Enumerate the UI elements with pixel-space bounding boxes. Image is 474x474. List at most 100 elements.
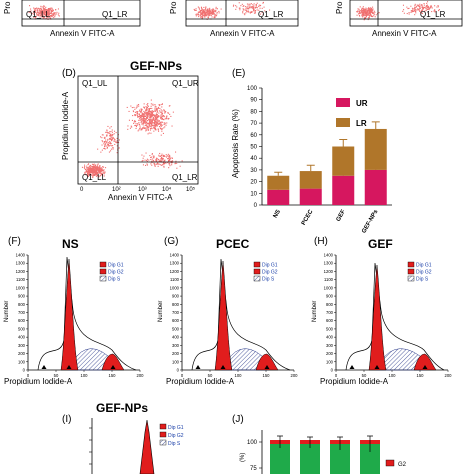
flow-event-dot — [426, 4, 428, 6]
flow-event-dot — [417, 9, 419, 11]
flow-event-dot — [34, 7, 36, 9]
flow-event-dot — [250, 3, 252, 5]
flow-event-dot — [48, 11, 50, 13]
flow-event-dot — [101, 168, 103, 170]
flow-event-dot — [242, 12, 244, 14]
flow-event-dot — [255, 4, 257, 6]
flow-event-dot — [153, 110, 155, 112]
flow-event-dot — [145, 109, 147, 111]
flow-event-dot — [155, 129, 157, 131]
flow-event-dot — [158, 163, 160, 165]
x-tick-label: 0 — [181, 373, 184, 378]
flow-event-dot — [150, 158, 152, 160]
flow-event-dot — [160, 154, 162, 156]
flow-event-dot — [365, 16, 367, 18]
flow-event-dot — [248, 7, 250, 9]
flow-event-dot — [102, 172, 104, 174]
flow-event-dot — [141, 128, 143, 130]
flow-event-dot — [35, 16, 37, 18]
flow-event-dot — [89, 164, 91, 166]
flow-event-dot — [161, 114, 163, 116]
flow-event-dot — [45, 6, 47, 8]
flow-event-dot — [97, 168, 99, 170]
flow-event-dot — [411, 7, 413, 9]
flow-event-dot — [364, 17, 366, 19]
flow-event-dot — [426, 6, 428, 8]
flow-event-dot — [86, 169, 88, 171]
x-tick-label: 150 — [417, 373, 425, 378]
flow-event-dot — [362, 14, 364, 16]
flow-event-dot — [369, 8, 371, 10]
flow-event-dot — [104, 144, 106, 146]
flow-event-dot — [211, 13, 213, 15]
flow-event-dot — [86, 170, 88, 172]
flow-event-dot — [114, 130, 116, 132]
flow-event-dot — [142, 114, 144, 116]
flow-event-dot — [142, 119, 144, 121]
flow-event-dot — [200, 10, 202, 12]
scatter-dots — [28, 5, 60, 20]
flow-event-dot — [89, 172, 91, 174]
bar-lr — [332, 146, 355, 176]
flow-event-dot — [101, 137, 103, 139]
flow-event-dot — [153, 155, 155, 157]
flow-event-dot — [431, 7, 433, 9]
y-tick-label: 400 — [18, 335, 26, 340]
flow-event-dot — [97, 172, 99, 174]
flow-event-dot — [242, 5, 244, 7]
flow-event-dot — [109, 137, 111, 139]
flow-event-dot — [214, 16, 216, 18]
flow-event-dot — [148, 108, 150, 110]
flow-event-dot — [242, 8, 244, 10]
flow-event-dot — [86, 173, 88, 175]
flow-event-dot — [49, 12, 51, 14]
flow-event-dot — [156, 122, 158, 124]
flow-event-dot — [143, 103, 145, 105]
flow-event-dot — [161, 164, 163, 166]
flow-event-dot — [212, 11, 214, 13]
flow-event-dot — [137, 115, 139, 117]
flow-event-dot — [43, 8, 45, 10]
flow-event-dot — [363, 9, 365, 11]
flow-event-dot — [201, 8, 203, 10]
flow-event-dot — [159, 126, 161, 128]
flow-event-dot — [152, 125, 154, 127]
flow-event-dot — [109, 140, 111, 142]
flow-event-dot — [426, 2, 428, 4]
flow-event-dot — [147, 112, 149, 114]
legend-label: Dip G2 — [416, 270, 432, 276]
flow-event-dot — [135, 124, 137, 126]
flow-event-dot — [89, 173, 91, 175]
flow-event-dot — [136, 111, 138, 113]
x-tick-label: 150 — [263, 373, 271, 378]
flow-event-dot — [97, 163, 99, 165]
flow-event-dot — [148, 109, 150, 111]
flow-event-dot — [34, 15, 36, 17]
flow-event-dot — [368, 13, 370, 15]
flow-event-dot — [415, 11, 417, 13]
flow-event-dot — [58, 12, 60, 14]
flow-event-dot — [103, 169, 105, 171]
flow-event-dot — [50, 12, 52, 14]
flow-event-dot — [150, 112, 152, 114]
x-tick-label: 100 — [81, 373, 89, 378]
cell-cycle-panels: (F) NS01002003004005006007008009001000110… — [4, 236, 452, 386]
flow-event-dot — [166, 117, 168, 119]
flow-event-dot — [251, 6, 253, 8]
y-tick-label: 600 — [326, 318, 334, 323]
flow-event-dot — [38, 14, 40, 16]
flow-event-dot — [212, 9, 214, 11]
flow-event-dot — [428, 9, 430, 11]
flow-event-dot — [140, 121, 142, 123]
flow-event-dot — [151, 119, 153, 121]
flow-event-dot — [93, 174, 95, 176]
flow-event-dot — [94, 169, 96, 171]
flow-event-dot — [142, 116, 144, 118]
flow-event-dot — [103, 148, 105, 150]
flow-event-dot — [130, 125, 132, 127]
y-tick-label: 900 — [18, 294, 26, 299]
flow-event-dot — [151, 114, 153, 116]
flow-event-dot — [38, 15, 40, 17]
flow-event-dot — [150, 105, 152, 107]
flow-event-dot — [115, 132, 117, 134]
